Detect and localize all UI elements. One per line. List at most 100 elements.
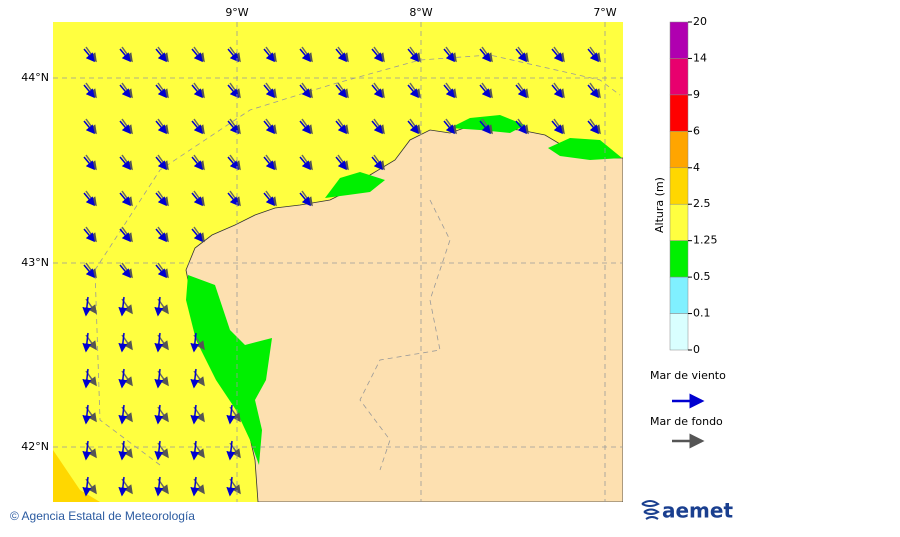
- logo: aemet: [641, 499, 733, 523]
- colorbar-segment: [669, 58, 689, 96]
- wind-arrow: [263, 48, 275, 63]
- wind-arrow: [299, 156, 311, 171]
- wind-arrow: [118, 296, 128, 317]
- logo-icon: [641, 500, 660, 520]
- wind-arrow: [155, 120, 167, 135]
- wave-arrows: [82, 46, 601, 497]
- colorbar-segment: [669, 167, 689, 205]
- wind-arrow: [335, 156, 347, 171]
- wind-arrow: [119, 48, 131, 63]
- colorbar-segment: [669, 131, 689, 169]
- wind-arrow: [263, 120, 275, 135]
- wind-arrow: [155, 192, 167, 207]
- wind-arrow: [155, 264, 167, 279]
- wind-arrow: [371, 84, 383, 99]
- wind-arrow: [82, 476, 92, 497]
- wind-arrow: [515, 84, 527, 99]
- wind-arrow: [82, 332, 92, 353]
- wind-arrow: [479, 84, 491, 99]
- moderate-wave-area: [450, 115, 525, 133]
- wind-arrow: [371, 48, 383, 63]
- wind-arrow: [227, 156, 239, 171]
- colorbar-tick-label: 4: [693, 161, 700, 174]
- colorbar-tick-label: 9: [693, 88, 700, 101]
- wind-arrow: [191, 120, 203, 135]
- moderate-wave-area: [186, 275, 272, 465]
- wind-arrow: [263, 192, 275, 207]
- map-area: [53, 22, 623, 502]
- wind-arrow: [551, 48, 563, 63]
- wind-arrow: [190, 404, 200, 425]
- high-wave-area: [53, 450, 100, 502]
- wind-arrow: [119, 120, 131, 135]
- wind-arrow: [515, 120, 527, 135]
- wind-arrow: [118, 440, 128, 461]
- wind-arrow: [515, 48, 527, 63]
- wind-arrow: [190, 368, 200, 389]
- wind-arrow: [118, 368, 128, 389]
- colorbar-segment: [669, 276, 689, 314]
- colorbar-tick-label: 0.1: [693, 307, 711, 320]
- wind-arrow: [118, 332, 128, 353]
- wind-arrow: [226, 404, 236, 425]
- colorbar-tick-label: 1.25: [693, 234, 718, 247]
- wind-arrow: [190, 332, 200, 353]
- wind-arrow: [154, 476, 164, 497]
- wind-arrow: [407, 48, 419, 63]
- wind-arrow: [154, 440, 164, 461]
- wind-arrow: [443, 120, 455, 135]
- wind-arrow: [83, 120, 95, 135]
- border: [359, 199, 451, 471]
- colorbar-tick-label: 14: [693, 51, 707, 64]
- wind-arrow: [371, 156, 383, 171]
- wind-arrow: [479, 120, 491, 135]
- wind-arrow: [119, 264, 131, 279]
- lon-label: 8°W: [409, 6, 432, 19]
- wind-arrow: [371, 120, 383, 135]
- moderate-wave-area: [325, 172, 385, 198]
- wind-arrow: [263, 84, 275, 99]
- colorbar-segment: [669, 203, 689, 241]
- lat-label: 43°N: [21, 256, 49, 269]
- wind-arrow: [479, 48, 491, 63]
- wind-arrow: [82, 404, 92, 425]
- wind-arrow: [119, 156, 131, 171]
- colorbar-segment: [669, 21, 689, 59]
- wind-arrow: [299, 84, 311, 99]
- wind-arrow: [154, 404, 164, 425]
- wind-arrow: [227, 192, 239, 207]
- wind-arrow: [299, 48, 311, 63]
- wind-arrow: [83, 84, 95, 99]
- colorbar-tick-label: 6: [693, 124, 700, 137]
- wind-arrow: [226, 476, 236, 497]
- wind-arrow: [118, 476, 128, 497]
- legend-label: Mar de fondo: [650, 415, 723, 428]
- wind-arrow: [407, 84, 419, 99]
- wind-arrow: [119, 192, 131, 207]
- wind-arrow: [155, 156, 167, 171]
- wind-arrow: [335, 120, 347, 135]
- wind-arrow: [119, 228, 131, 243]
- wind-arrow: [83, 156, 95, 171]
- credit: © Agencia Estatal de Meteorología: [10, 509, 195, 523]
- logo-text: aemet: [662, 499, 733, 523]
- wind-arrow: [443, 48, 455, 63]
- wind-arrow: [587, 84, 599, 99]
- moderate-wave-area: [548, 138, 622, 160]
- colorbar-tick-label: 20: [693, 15, 707, 28]
- wind-arrow: [227, 84, 239, 99]
- wind-arrow: [299, 120, 311, 135]
- zone-boundary: [94, 54, 621, 466]
- wind-arrow: [83, 192, 95, 207]
- wind-arrow: [119, 84, 131, 99]
- colorbar: 20 14 9 6 4 2.5 1.25 0.5 0.1 0: [669, 15, 718, 356]
- wind-arrow: [191, 228, 203, 243]
- wind-arrow: [587, 48, 599, 63]
- colorbar-title: Altura (m): [653, 177, 666, 233]
- wind-arrow: [227, 120, 239, 135]
- wind-arrow: [82, 368, 92, 389]
- wind-arrow: [335, 84, 347, 99]
- wind-arrow: [551, 84, 563, 99]
- wind-arrow: [82, 440, 92, 461]
